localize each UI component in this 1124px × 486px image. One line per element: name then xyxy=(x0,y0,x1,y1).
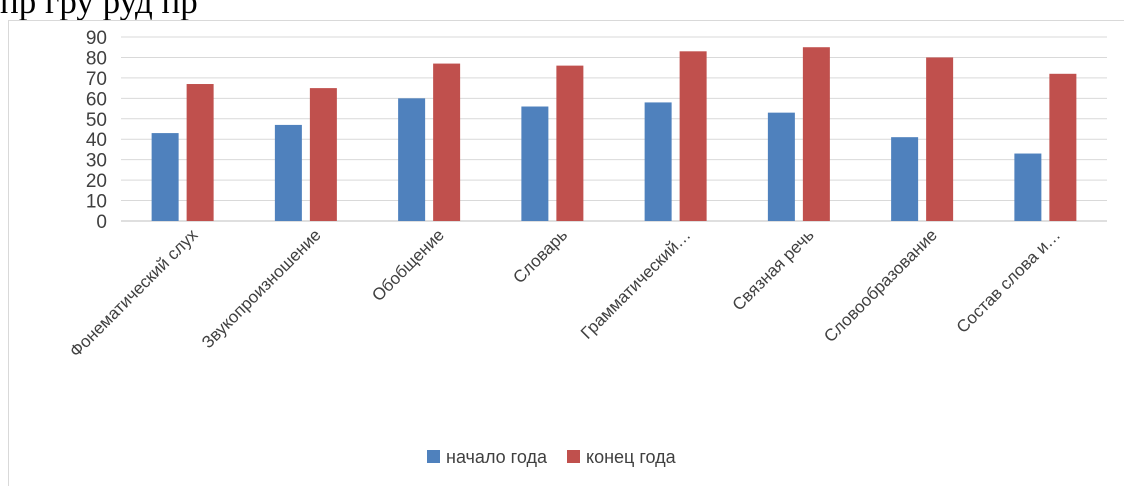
x-tick-label: Фонематический слух xyxy=(66,225,202,361)
gridlines xyxy=(121,36,1107,222)
bar-start-1 xyxy=(274,124,302,221)
y-tick-label: 70 xyxy=(86,69,107,90)
chart-area xyxy=(8,20,1124,486)
y-tick-label: 20 xyxy=(86,171,107,192)
legend-swatch-1 xyxy=(567,450,580,463)
bar-start-6 xyxy=(891,137,919,221)
bar-end-6 xyxy=(926,57,954,221)
x-tick-label: Словарь xyxy=(509,225,571,287)
bar-end-1 xyxy=(309,88,337,221)
x-tick-label: Грамматический… xyxy=(577,225,694,342)
y-tick-label: 60 xyxy=(86,89,107,110)
page-heading-fragment: пр гру руд пр xyxy=(0,0,198,21)
y-tick-label: 40 xyxy=(86,130,107,151)
y-tick-label: 80 xyxy=(86,48,107,69)
legend-label-0: начало года xyxy=(446,447,548,467)
x-tick-label: Обобщение xyxy=(368,225,448,305)
x-tick-label: Звукопроизношение xyxy=(198,225,325,352)
legend: начало года конец года xyxy=(427,447,677,467)
bar-start-0 xyxy=(151,133,179,221)
x-tick-label: Связная речь xyxy=(729,225,818,314)
y-tick-label: 30 xyxy=(86,151,107,172)
bar-end-5 xyxy=(802,47,830,221)
bar-start-5 xyxy=(767,112,795,221)
bar-start-2 xyxy=(398,98,426,221)
bar-start-4 xyxy=(644,102,672,221)
y-tick-label: 90 xyxy=(86,28,107,49)
legend-swatch-0 xyxy=(427,450,440,463)
x-tick-label: Словообразование xyxy=(820,225,941,346)
bar-end-2 xyxy=(433,63,461,222)
bar-start-3 xyxy=(521,106,549,221)
bars xyxy=(151,47,1077,222)
y-tick-label: 50 xyxy=(86,110,107,131)
y-tick-label: 10 xyxy=(86,192,107,213)
bar-start-7 xyxy=(1014,153,1042,221)
bar-end-4 xyxy=(679,51,707,221)
y-tick-label: 0 xyxy=(96,212,107,233)
x-tick-label: Состав слова и… xyxy=(953,225,1064,336)
legend-label-1: конец года xyxy=(586,447,677,467)
bar-end-3 xyxy=(556,65,584,221)
bar-end-7 xyxy=(1049,73,1077,221)
bar-end-0 xyxy=(186,84,214,222)
